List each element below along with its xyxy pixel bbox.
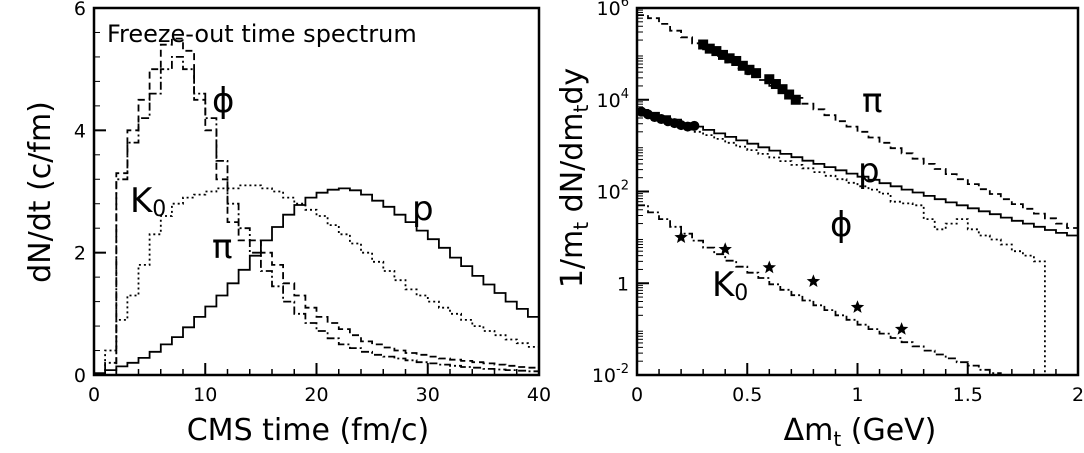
- right-series--data-1-point: [764, 74, 775, 85]
- right-series: [636, 14, 1078, 376]
- right-series--data-1-point: [704, 43, 715, 54]
- label-k0-right-sub: 0: [734, 281, 748, 306]
- left-x-tick-label: 0: [88, 384, 100, 406]
- right-series--data-1-point: [790, 94, 801, 105]
- label-pi-left: π: [212, 227, 232, 267]
- left-series-K0-1-line: [94, 56, 539, 376]
- right-ticks: 0 0.5 1 1.5 2 10-2 1 102 104 106: [592, 0, 1084, 406]
- right-y-end: dy: [555, 68, 590, 105]
- right-series--data-1-point: [751, 68, 762, 79]
- right-x-axis-label-unit: (GeV): [841, 413, 936, 448]
- label-k0-left: K0: [130, 181, 166, 222]
- left-series: [94, 37, 539, 376]
- right-y-tick-exp: 4: [621, 87, 629, 102]
- right-series--data-1-point: [744, 64, 755, 75]
- label-pi-right: π: [862, 81, 882, 121]
- left-y-axis-label: dN/dt (c/fm): [23, 101, 58, 283]
- right-y-tick-label: 1: [617, 273, 629, 295]
- left-x-tick-label: 30: [416, 384, 440, 406]
- right-y-sub-2: t: [569, 104, 593, 112]
- right-x-tick-label: 2: [1072, 384, 1084, 406]
- right-series--4-line: [637, 112, 1078, 376]
- label-p-right: p: [858, 151, 880, 191]
- right-series--data-1-point: [717, 49, 728, 60]
- left-series--2-line: [94, 184, 539, 376]
- right-x-tick-label: 0: [631, 384, 643, 406]
- label-k0-left-sub: 0: [152, 197, 166, 222]
- left-x-axis-label: CMS time (fm/c): [187, 413, 430, 448]
- left-x-tick-label: 20: [304, 384, 328, 406]
- right-series-K0-data-6-point: [674, 230, 688, 243]
- right-series--data-1-point: [711, 46, 722, 57]
- left-chart-title: Freeze-out time spectrum: [107, 20, 417, 48]
- right-y-mid: dN/dm: [555, 112, 590, 221]
- right-series-K0-data-6-point: [762, 260, 776, 274]
- label-phi-right: ϕ: [830, 205, 852, 245]
- right-x-tick-label: 1.5: [953, 384, 983, 406]
- left-ticks: 0 10 20 30 40 0 2 4 6: [74, 0, 551, 406]
- right-y-sub-1: t: [569, 222, 593, 230]
- left-y-tick-label: 0: [74, 365, 86, 387]
- left-x-tick-label: 40: [527, 384, 551, 406]
- right-series--data-1-point: [777, 84, 788, 95]
- right-plot-frame: [635, 6, 1080, 377]
- right-panel: Δmt (GeV) 1/mt dN/dmtdy 0 0.5 1 1.5 2 10-2 1 10…: [555, 0, 1084, 451]
- right-series-K0-data-6-point: [894, 322, 909, 335]
- right-series--data-1-point: [737, 60, 748, 71]
- right-series-K0-data-6-point: [718, 242, 732, 255]
- right-series--data-1-point: [731, 55, 742, 66]
- right-series-K0-5-line: [637, 204, 1078, 376]
- right-series--data-1-point: [784, 89, 795, 100]
- left-panel: Freeze-out time spectrum CMS time (fm/c)…: [23, 0, 551, 448]
- left-series-p-3-line: [94, 187, 539, 375]
- right-y-tick-label: 104: [597, 87, 629, 112]
- label-p-left: p: [412, 189, 434, 229]
- right-series-p-data-3-point: [689, 120, 700, 131]
- left-x-tick-label: 10: [193, 384, 217, 406]
- right-y-tick-label: 10-2: [592, 362, 629, 387]
- left-series--0-line: [94, 37, 539, 376]
- right-x-tick-label: 0.5: [732, 384, 762, 406]
- right-y-tick-exp: -2: [616, 362, 629, 377]
- right-series--data-1-point: [724, 53, 735, 64]
- left-y-tick-label: 2: [74, 243, 86, 265]
- right-y-tick-label: 102: [597, 179, 629, 204]
- left-y-tick-label: 6: [74, 0, 86, 20]
- right-series-p-2-line: [637, 109, 1078, 237]
- right-x-axis-label-sub: t: [833, 427, 841, 451]
- right-y-axis-label: 1/mt dN/dmtdy: [555, 68, 593, 288]
- left-y-tick-label: 4: [74, 120, 86, 142]
- right-series--data-1-point: [698, 39, 709, 50]
- right-y-tick-label: 106: [597, 0, 629, 20]
- right-x-axis-label: Δmt (GeV): [784, 413, 937, 451]
- right-series--data-1-point: [770, 79, 781, 90]
- right-y-tick-exp: 6: [621, 0, 629, 10]
- label-phi-left: ϕ: [212, 81, 234, 121]
- right-y-tick-exp: 2: [621, 179, 629, 194]
- right-series-K0-data-6-point: [850, 300, 865, 313]
- label-k0-right: K0: [712, 265, 748, 306]
- right-x-tick-label: 1: [851, 384, 863, 406]
- right-series-K0-data-6-point: [806, 274, 821, 287]
